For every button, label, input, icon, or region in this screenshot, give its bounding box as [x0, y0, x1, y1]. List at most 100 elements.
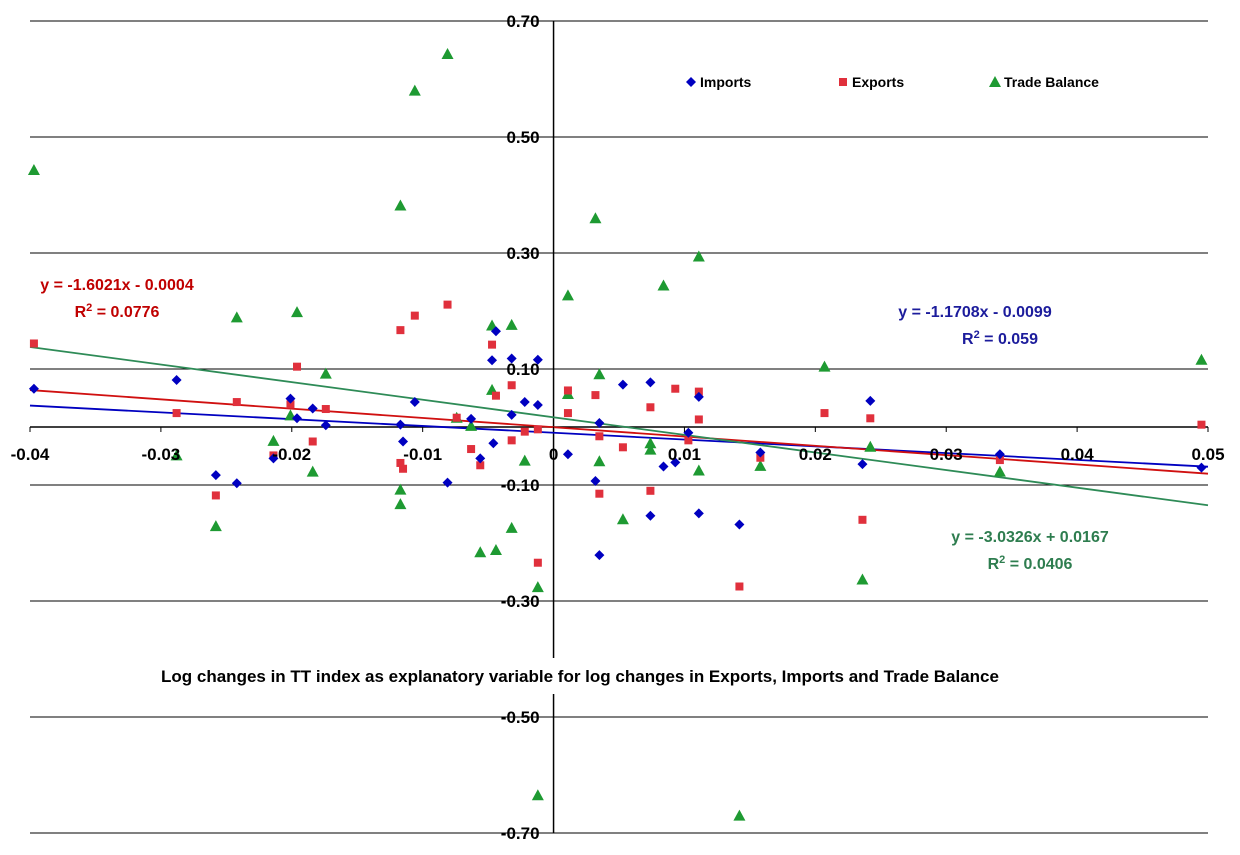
- point-triangle: [818, 360, 831, 372]
- point-diamond: [1196, 462, 1207, 473]
- point-triangle: [593, 455, 606, 467]
- point-diamond: [466, 413, 477, 424]
- point-triangle: [856, 573, 869, 585]
- point-square: [399, 464, 408, 473]
- point-diamond: [532, 354, 543, 365]
- point-diamond: [734, 519, 745, 530]
- point-square: [321, 405, 330, 414]
- x-tick-label: 0.01: [668, 445, 701, 464]
- legend-marker-triangle: [989, 76, 1001, 87]
- x-tick-label: -0.04: [11, 445, 50, 464]
- y-tick-label: -0.70: [501, 824, 540, 843]
- point-diamond: [171, 375, 182, 386]
- trendline-equations: y = -1.1708x - 0.0099 R2 = 0.059 y = -1.60…: [40, 277, 1109, 573]
- point-triangle: [474, 546, 487, 558]
- legend-label: Imports: [700, 74, 752, 90]
- point-diamond: [594, 417, 605, 428]
- point-square: [308, 437, 317, 446]
- point-diamond: [693, 508, 704, 519]
- x-tick-label: -0.03: [142, 445, 181, 464]
- point-triangle: [505, 318, 518, 330]
- point-triangle: [394, 483, 407, 495]
- point-square: [452, 413, 461, 422]
- point-square: [595, 432, 604, 441]
- point-square: [293, 362, 302, 371]
- point-square: [694, 415, 703, 424]
- point-triangle: [209, 520, 222, 532]
- point-diamond: [693, 391, 704, 402]
- point-diamond: [658, 461, 669, 472]
- point-diamond: [645, 377, 656, 388]
- point-square: [533, 558, 542, 567]
- point-square: [646, 403, 655, 412]
- point-diamond: [28, 383, 39, 394]
- point-diamond: [320, 420, 331, 431]
- point-square: [172, 409, 181, 418]
- point-square: [694, 387, 703, 396]
- point-square: [396, 458, 405, 467]
- point-triangle: [518, 454, 531, 466]
- point-triangle: [616, 513, 629, 525]
- point-triangle: [306, 465, 319, 477]
- point-triangle: [561, 289, 574, 301]
- point-square: [533, 425, 542, 434]
- y-tick-label: 0.70: [506, 12, 539, 31]
- point-diamond: [285, 393, 296, 404]
- point-square: [618, 443, 627, 452]
- point-diamond: [398, 436, 409, 447]
- y-tick-label: 0.50: [506, 128, 539, 147]
- trendlines: [29, 346, 1209, 507]
- y-tick-label: 0.30: [506, 244, 539, 263]
- trendline-r2: R2 = 0.059: [962, 329, 1038, 348]
- point-square: [410, 311, 419, 320]
- point-triangle: [1195, 353, 1208, 365]
- point-diamond: [506, 353, 517, 364]
- x-tick-label: 0.03: [930, 445, 963, 464]
- point-triangle: [489, 543, 502, 555]
- trendline-diamond: [29, 404, 1209, 468]
- point-diamond: [488, 438, 499, 449]
- point-square: [646, 486, 655, 495]
- point-square: [563, 409, 572, 418]
- legend: Imports Exports Trade Balance: [686, 74, 1099, 90]
- point-square: [507, 436, 516, 445]
- point-diamond: [617, 379, 628, 390]
- point-square: [595, 489, 604, 498]
- point-triangle: [644, 443, 657, 455]
- point-diamond: [307, 403, 318, 414]
- x-tick-label: -0.02: [272, 445, 311, 464]
- point-diamond: [231, 478, 242, 489]
- x-tick-label: 0.05: [1191, 445, 1224, 464]
- point-square: [476, 461, 485, 470]
- point-triangle: [394, 498, 407, 510]
- point-square: [995, 456, 1004, 465]
- gridlines: [30, 20, 1208, 834]
- trendline-equation: y = -1.6021x - 0.0004: [40, 277, 194, 294]
- point-square: [858, 515, 867, 524]
- point-square: [467, 445, 476, 454]
- x-tick-label: 0.02: [799, 445, 832, 464]
- point-diamond: [562, 449, 573, 460]
- point-square: [735, 582, 744, 591]
- tick-labels: -0.04 -0.03 -0.02 -0.01 0 0.01 0.02 0.03 0.04 0.0…: [11, 12, 1225, 843]
- point-square: [507, 381, 516, 390]
- point-triangle: [864, 440, 877, 452]
- legend-label: Trade Balance: [1004, 74, 1099, 90]
- point-triangle: [27, 164, 40, 176]
- x-tick-label: 0.04: [1061, 445, 1095, 464]
- x-tick-label: 0: [549, 445, 558, 464]
- chart-caption: Log changes in TT index as explanatory v…: [90, 658, 1070, 694]
- point-square: [286, 400, 295, 409]
- legend-marker-diamond: [686, 77, 696, 87]
- point-triangle: [644, 437, 657, 449]
- point-triangle: [733, 809, 746, 821]
- point-square: [211, 491, 220, 500]
- point-square: [563, 386, 572, 395]
- trendline-equation: y = -3.0326x + 0.0167: [951, 529, 1109, 546]
- point-triangle: [441, 48, 454, 60]
- point-diamond: [594, 550, 605, 561]
- point-square: [866, 414, 875, 423]
- point-diamond: [409, 397, 420, 408]
- point-triangle: [754, 459, 767, 471]
